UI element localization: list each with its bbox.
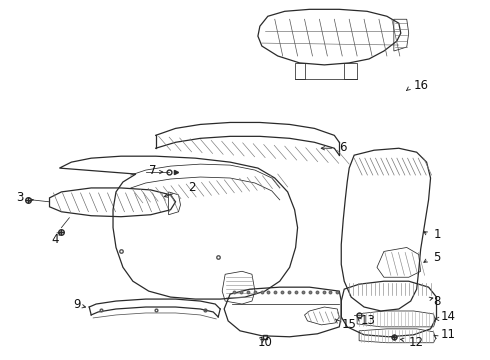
Text: 12: 12 bbox=[409, 336, 424, 349]
Text: 2: 2 bbox=[189, 181, 196, 194]
Text: 11: 11 bbox=[441, 328, 456, 341]
Text: 16: 16 bbox=[414, 79, 429, 92]
Text: 10: 10 bbox=[258, 336, 273, 349]
Text: 14: 14 bbox=[441, 310, 456, 323]
Text: 15: 15 bbox=[341, 318, 356, 331]
Text: 3: 3 bbox=[16, 192, 23, 204]
Text: 9: 9 bbox=[74, 297, 81, 311]
Text: 6: 6 bbox=[339, 141, 347, 154]
Text: 4: 4 bbox=[51, 233, 59, 246]
Text: 1: 1 bbox=[434, 228, 441, 241]
Text: 7: 7 bbox=[149, 163, 156, 176]
Text: 8: 8 bbox=[434, 294, 441, 307]
Text: 5: 5 bbox=[434, 251, 441, 264]
Text: 13: 13 bbox=[361, 314, 376, 327]
